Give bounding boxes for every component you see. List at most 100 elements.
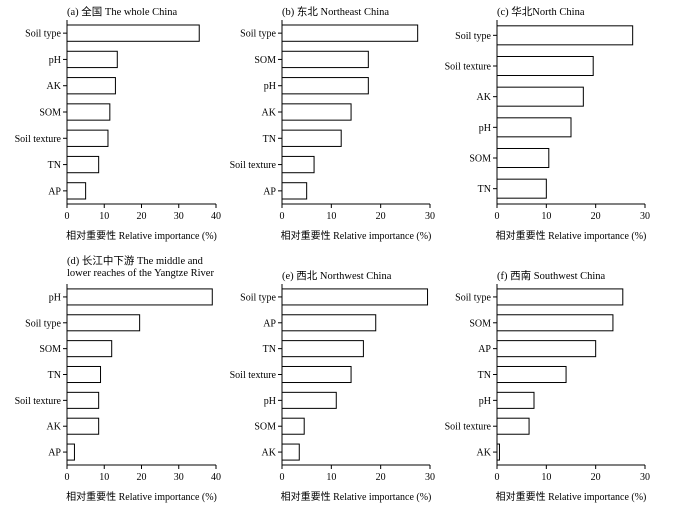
bar <box>496 314 614 332</box>
chart-title: (d) 长江中下游 The middle and lower reaches of… <box>67 254 214 279</box>
x-tick-label: 20 <box>137 211 147 222</box>
category-label: AP <box>478 344 491 355</box>
category-label: SOM <box>254 55 276 66</box>
bar <box>66 314 141 332</box>
category-label: pH <box>264 81 276 92</box>
bar <box>281 288 429 306</box>
x-tick-label: 30 <box>174 211 184 222</box>
bar <box>66 391 100 409</box>
x-tick-label: 10 <box>326 472 336 483</box>
x-tick-label: 30 <box>425 472 435 483</box>
bar <box>496 443 500 461</box>
bar <box>281 155 315 174</box>
category-label: Soil type <box>240 292 276 303</box>
bar <box>281 365 352 384</box>
bar <box>496 55 594 77</box>
bar <box>496 391 535 409</box>
x-tick-label: 10 <box>541 211 551 222</box>
category-label: TN <box>478 184 491 195</box>
chart-title: (f) 西南 Southwest China <box>497 269 606 282</box>
category-label: Soil texture <box>15 396 62 407</box>
x-tick-label: 10 <box>541 472 551 483</box>
chart-panel-2: (c) 华北North China 0 10 20 30 相对重要性 Relative i… <box>445 5 650 242</box>
bar <box>66 24 200 42</box>
x-axis-label: 相对重要性 Relative importance (%) <box>496 229 647 242</box>
chart-title: (a) 全国 The whole China <box>67 5 178 18</box>
category-label: SOM <box>39 344 61 355</box>
category-label: Soil texture <box>445 62 492 73</box>
bar <box>281 24 419 42</box>
category-label: Soil type <box>455 292 491 303</box>
x-tick-label: 0 <box>495 211 500 222</box>
chart-title: (c) 华北North China <box>497 5 585 18</box>
x-tick-label: 20 <box>376 472 386 483</box>
chart-panel-0: (a) 全国 The whole China 0 10 20 30 40 相对重要性 Rel… <box>15 5 221 242</box>
bar <box>496 86 584 107</box>
bar <box>281 314 377 332</box>
bar <box>496 417 530 435</box>
category-label: TN <box>263 134 276 145</box>
category-label: AK <box>477 92 492 103</box>
category-label: pH <box>479 123 491 134</box>
x-tick-label: 10 <box>99 211 109 222</box>
category-label: Soil type <box>455 31 491 42</box>
x-tick-label: 30 <box>425 211 435 222</box>
chart-panel-5: (f) 西南 Southwest China 0 10 20 30 相对重要性 Relat… <box>445 269 650 503</box>
bar <box>66 103 111 121</box>
x-tick-label: 20 <box>376 211 386 222</box>
bar <box>496 178 547 199</box>
category-label: SOM <box>469 318 491 329</box>
x-tick-label: 0 <box>280 211 285 222</box>
bar <box>66 365 102 384</box>
bar <box>281 182 308 200</box>
bar <box>66 129 109 147</box>
category-label: TN <box>263 344 276 355</box>
x-tick-label: 30 <box>174 472 184 483</box>
bar <box>281 417 305 435</box>
category-label: SOM <box>39 108 61 119</box>
category-label: AP <box>263 318 276 329</box>
category-label: SOM <box>469 154 491 165</box>
category-label: AK <box>262 448 277 459</box>
category-label: AP <box>48 448 61 459</box>
chart-panel-4: (e) 西北 Northwest China 0 10 20 30 相对重要性 Relat… <box>230 270 435 503</box>
category-label: AK <box>477 448 492 459</box>
x-tick-label: 40 <box>211 472 221 483</box>
category-label: TN <box>48 160 61 171</box>
category-label: Soil type <box>240 29 276 40</box>
x-tick-label: 10 <box>99 472 109 483</box>
bar <box>496 117 572 138</box>
x-axis-label: 相对重要性 Relative importance (%) <box>496 490 647 503</box>
bar <box>496 340 597 358</box>
x-axis-label: 相对重要性 Relative importance (%) <box>66 229 217 242</box>
category-label: Soil type <box>25 318 61 329</box>
category-label: pH <box>264 396 276 407</box>
category-label: AK <box>262 108 277 119</box>
category-label: pH <box>479 396 491 407</box>
bar <box>281 50 369 69</box>
x-tick-label: 0 <box>65 211 70 222</box>
category-label: TN <box>478 370 491 381</box>
category-label: Soil type <box>25 29 61 40</box>
bar <box>66 417 100 435</box>
bar <box>281 103 352 121</box>
bar <box>66 288 213 306</box>
x-tick-label: 0 <box>495 472 500 483</box>
x-axis-label: 相对重要性 Relative importance (%) <box>281 490 432 503</box>
x-tick-label: 0 <box>65 472 70 483</box>
x-tick-label: 30 <box>640 211 650 222</box>
bar <box>496 147 550 169</box>
category-label: AK <box>47 422 62 433</box>
x-tick-label: 10 <box>326 211 336 222</box>
category-label: AP <box>263 186 276 197</box>
category-label: Soil texture <box>445 422 492 433</box>
bar <box>281 129 342 147</box>
bar <box>66 155 100 174</box>
x-tick-label: 0 <box>280 472 285 483</box>
chart-panel-3: (d) 长江中下游 The middle and lower reaches of… <box>15 254 221 503</box>
x-axis-label: 相对重要性 Relative importance (%) <box>281 229 432 242</box>
chart-panel-1: (b) 东北 Northeast China 0 10 20 30 相对重要性 Relat… <box>230 5 435 242</box>
x-tick-label: 40 <box>211 211 221 222</box>
chart-title: (e) 西北 Northwest China <box>282 270 392 282</box>
